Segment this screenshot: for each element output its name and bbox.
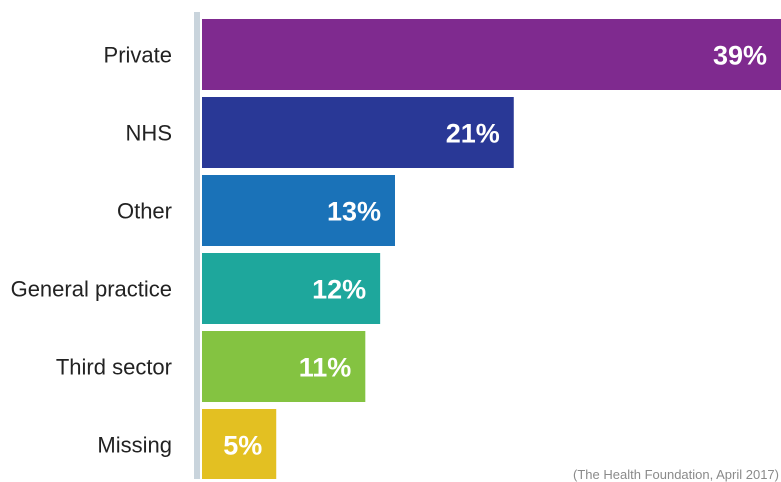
bar-general-practice bbox=[202, 253, 381, 324]
value-label: 21% bbox=[446, 119, 500, 149]
category-label: Private bbox=[104, 43, 172, 68]
bar-missing bbox=[202, 409, 277, 479]
source-note: (The Health Foundation, April 2017) bbox=[573, 467, 779, 482]
bar-nhs bbox=[202, 97, 514, 168]
bar-private bbox=[202, 19, 781, 90]
bar-other bbox=[202, 175, 395, 246]
bar-third-sector bbox=[202, 331, 366, 402]
bars-layer: Private 39% NHS 21% Other 13% General practice… bbox=[11, 19, 781, 479]
value-label: 11% bbox=[299, 353, 352, 383]
category-label: Missing bbox=[97, 433, 172, 458]
category-label: Other bbox=[117, 199, 172, 224]
value-label: 5% bbox=[223, 431, 262, 461]
value-label: 12% bbox=[312, 275, 366, 305]
value-label: 39% bbox=[713, 41, 767, 71]
category-label: NHS bbox=[126, 121, 172, 146]
category-label: Third sector bbox=[56, 355, 172, 380]
value-label: 13% bbox=[327, 197, 381, 227]
category-label: General practice bbox=[11, 277, 172, 302]
